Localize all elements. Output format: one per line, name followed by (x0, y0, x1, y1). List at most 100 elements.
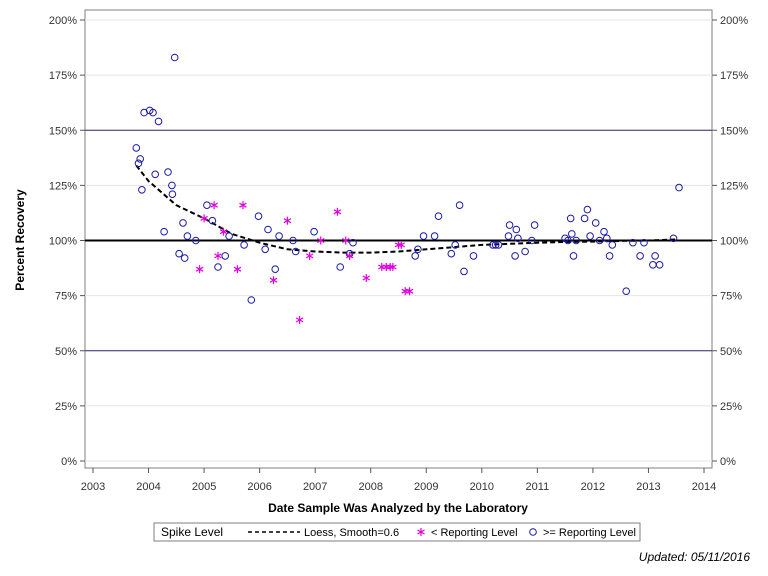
data-point-circle (629, 238, 637, 247)
y-axis-left: 0% 25% 50% 75% 100% 125% 150% 175% 200% (49, 15, 85, 468)
data-point-asterisk (210, 201, 218, 210)
data-point-circle (603, 234, 611, 243)
data-point-circle (640, 238, 648, 247)
data-point-circle (600, 227, 608, 236)
y-tick-label: 100% (49, 236, 77, 248)
data-point-circle (132, 144, 141, 152)
y-tick-label-right: 50% (720, 346, 742, 358)
data-point-circle (514, 234, 522, 243)
data-point-circle (183, 232, 192, 240)
above-reporting-points (132, 53, 683, 304)
data-point-circle (460, 267, 468, 276)
data-point-circle (491, 241, 500, 249)
legend: Spike Level Loess, Smooth=0.6 < Reportin… (153, 522, 641, 542)
data-point-circle (605, 252, 614, 260)
data-point-circle (271, 265, 280, 274)
data-point-circle (411, 252, 420, 260)
data-point-asterisk (219, 227, 228, 236)
x-tick-label: 2003 (81, 481, 105, 493)
y-tick-label: 175% (49, 70, 77, 82)
x-tick-label: 2008 (358, 481, 382, 493)
data-point-circle (289, 236, 297, 245)
legend-circle-icon (529, 528, 537, 536)
data-point-asterisk (200, 214, 208, 223)
data-point-asterisk (239, 201, 247, 210)
data-point-circle (179, 219, 187, 227)
data-point-circle (608, 241, 617, 249)
data-point-circle (430, 232, 439, 240)
data-point-circle (264, 225, 272, 234)
data-point-circle (160, 227, 168, 236)
data-point-circle (511, 252, 519, 260)
data-point-circle (455, 201, 464, 209)
data-point-asterisk (362, 274, 371, 282)
data-point-circle (447, 249, 456, 258)
data-point-circle (434, 212, 443, 220)
data-point-circle (221, 252, 229, 260)
data-point-circle (591, 219, 600, 227)
data-point-circle (572, 236, 581, 245)
y-tick-label-right: 75% (720, 291, 742, 303)
y-tick-label-right: 125% (720, 180, 748, 192)
y-axis-right: 0% 25% 50% 75% 100% 125% 150% 175% 200% (712, 15, 748, 468)
data-point-circle (564, 236, 572, 245)
data-point-circle (530, 221, 539, 229)
data-point-circle (247, 296, 256, 304)
y-tick-label-right: 150% (720, 125, 748, 137)
data-point-circle (149, 108, 157, 117)
data-point-circle (528, 236, 536, 245)
data-point-circle (192, 236, 200, 245)
x-tick-label: 2007 (303, 481, 327, 493)
x-tick-label: 2009 (414, 481, 438, 493)
data-point-circle (310, 227, 318, 236)
data-point-circle (580, 214, 589, 223)
data-point-asterisk (195, 265, 204, 274)
y-tick-label: 125% (49, 180, 77, 192)
plot-area (84, 9, 713, 469)
y-tick-label: 50% (55, 346, 77, 358)
data-point-circle (655, 261, 664, 269)
legend-above-label: >= Reporting Level (543, 527, 636, 539)
data-point-circle (180, 254, 189, 262)
data-point-circle (636, 252, 644, 260)
x-tick-label: 2012 (581, 481, 605, 493)
data-point-circle (336, 263, 345, 271)
data-point-circle (583, 205, 592, 214)
legend-title: Spike Level (161, 525, 223, 539)
data-point-circle (168, 181, 176, 190)
data-point-circle (275, 232, 283, 240)
y-axis-title: Percent Recovery (13, 189, 27, 291)
data-point-circle (622, 287, 631, 296)
legend-loess-label: Loess, Smooth=0.6 (304, 527, 399, 539)
data-point-asterisk (333, 207, 342, 216)
y-tick-label: 200% (49, 15, 77, 27)
data-point-asterisk (341, 236, 350, 245)
data-point-circle (225, 232, 233, 240)
data-point-asterisk (405, 287, 414, 296)
updated-note: Updated: 05/11/2016 (639, 550, 751, 564)
data-point-circle (504, 232, 513, 240)
x-tick-label: 2006 (247, 481, 271, 493)
data-point-asterisk (269, 276, 278, 285)
data-point-circle (134, 159, 143, 168)
data-point-circle (675, 183, 683, 192)
data-point-asterisk (397, 240, 406, 249)
x-tick-label: 2011 (526, 481, 550, 493)
y-tick-label-right: 25% (720, 401, 742, 413)
data-point-circle (208, 216, 217, 225)
data-point-circle (214, 263, 222, 271)
data-point-circle (419, 232, 428, 240)
data-point-circle (469, 252, 478, 260)
x-axis-title: Date Sample Was Analyzed by the Laborato… (268, 501, 528, 515)
data-point-circle (151, 170, 159, 179)
data-point-circle (175, 249, 183, 258)
data-point-circle (261, 245, 270, 254)
y-tick-label-right: 175% (720, 70, 748, 82)
legend-asterisk-icon (417, 528, 425, 536)
data-point-asterisk (295, 315, 304, 324)
data-point-circle (254, 212, 263, 220)
y-tick-label: 150% (49, 125, 77, 137)
y-tick-label-right: 200% (720, 15, 748, 27)
data-point-circle (203, 201, 211, 209)
